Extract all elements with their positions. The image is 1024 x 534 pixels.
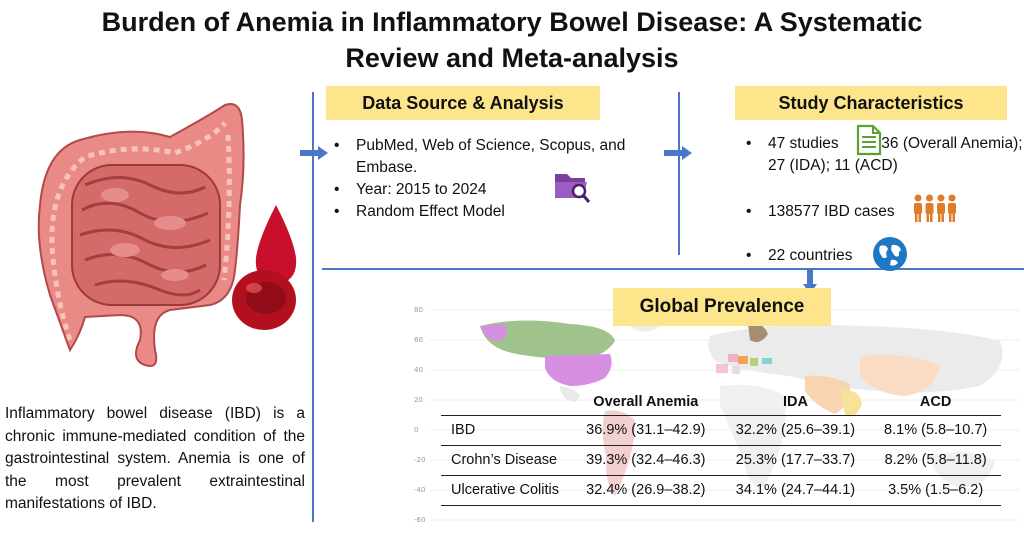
studies-breakdown: 36 (Overall Anemia); 27 (IDA); 11 (ACD) (768, 135, 1023, 174)
table-cell: IBD (441, 415, 571, 446)
divider-middle (678, 92, 680, 255)
table-cell: 3.5% (1.5–6.2) (870, 475, 1001, 506)
folder-search-icon (555, 174, 591, 203)
ibd-description: Inflammatory bowel disease (IBD) is a ch… (5, 405, 305, 512)
y-tick: -20 (414, 456, 426, 464)
list-item: Year: 2015 to 2024 (328, 179, 678, 201)
table-row: Ulcerative Colitis 32.4% (26.9–38.2) 34.… (441, 475, 1001, 506)
globe-icon (873, 237, 907, 271)
table-cell: 25.3% (17.7–33.7) (720, 445, 871, 476)
table-cell: 36.9% (31.1–42.9) (571, 415, 721, 446)
list-item: 138577 IBD cases (740, 201, 1024, 223)
document-icon (856, 124, 882, 156)
blood-drop-icon (232, 205, 297, 330)
table-row: Crohn’s Disease 39.3% (32.4–46.3) 25.3% … (441, 445, 1001, 476)
data-source-list: PubMed, Web of Science, Scopus, and Emba… (328, 135, 678, 223)
y-tick: 0 (414, 426, 419, 434)
divider-horizontal (322, 268, 1024, 270)
list-item: 47 studies 36 (Overall Anemia); 27 (IDA)… (740, 133, 1024, 179)
table-row: IBD 36.9% (31.1–42.9) 32.2% (25.6–39.1) … (441, 415, 1001, 446)
column-header: ACD (870, 389, 1001, 416)
intestine-illustration (37, 103, 245, 367)
table-header-row: Overall Anemia IDA ACD (441, 389, 1001, 416)
table-cell: 32.4% (26.9–38.2) (571, 475, 721, 506)
ibd-cases: 138577 IBD cases (768, 203, 895, 220)
list-item: 22 countries (740, 245, 1024, 267)
prevalence-table: Overall Anemia IDA ACD IBD 36.9% (31.1–4… (441, 389, 1001, 506)
list-item: Random Effect Model (328, 201, 678, 223)
divider-left (312, 92, 314, 522)
y-tick: 60 (414, 336, 423, 344)
y-tick: 40 (414, 366, 423, 374)
column-header: IDA (720, 389, 871, 416)
studies-count: 47 studies (768, 135, 839, 152)
title-line-2: Review and Meta-analysis (345, 43, 679, 73)
data-source-heading: Data Source & Analysis (326, 86, 600, 120)
y-tick: -60 (414, 516, 426, 524)
study-characteristics-heading: Study Characteristics (735, 86, 1007, 120)
column-header: Overall Anemia (571, 389, 721, 416)
title-line-1: Burden of Anemia in Inflammatory Bowel D… (101, 7, 923, 37)
table-cell: 34.1% (24.7–44.1) (720, 475, 871, 506)
y-tick: -40 (414, 486, 426, 494)
column-header (441, 389, 571, 416)
global-prevalence-heading: Global Prevalence (613, 288, 831, 326)
table-cell: 8.2% (5.8–11.8) (870, 445, 1001, 476)
table-cell: Crohn’s Disease (441, 445, 571, 476)
list-item: PubMed, Web of Science, Scopus, and Emba… (328, 135, 678, 179)
table-cell: 32.2% (25.6–39.1) (720, 415, 871, 446)
people-group-icon (914, 194, 956, 222)
study-characteristics-list: 47 studies 36 (Overall Anemia); 27 (IDA)… (740, 133, 1024, 267)
table-cell: Ulcerative Colitis (441, 475, 571, 506)
table-cell: 39.3% (32.4–46.3) (571, 445, 721, 476)
y-tick: 80 (414, 306, 423, 314)
arrow-right-icon (300, 146, 328, 160)
page-title: Burden of Anemia in Inflammatory Bowel D… (0, 4, 1024, 76)
countries-count: 22 countries (768, 247, 853, 264)
y-tick: 20 (414, 396, 423, 404)
table-cell: 8.1% (5.8–10.7) (870, 415, 1001, 446)
